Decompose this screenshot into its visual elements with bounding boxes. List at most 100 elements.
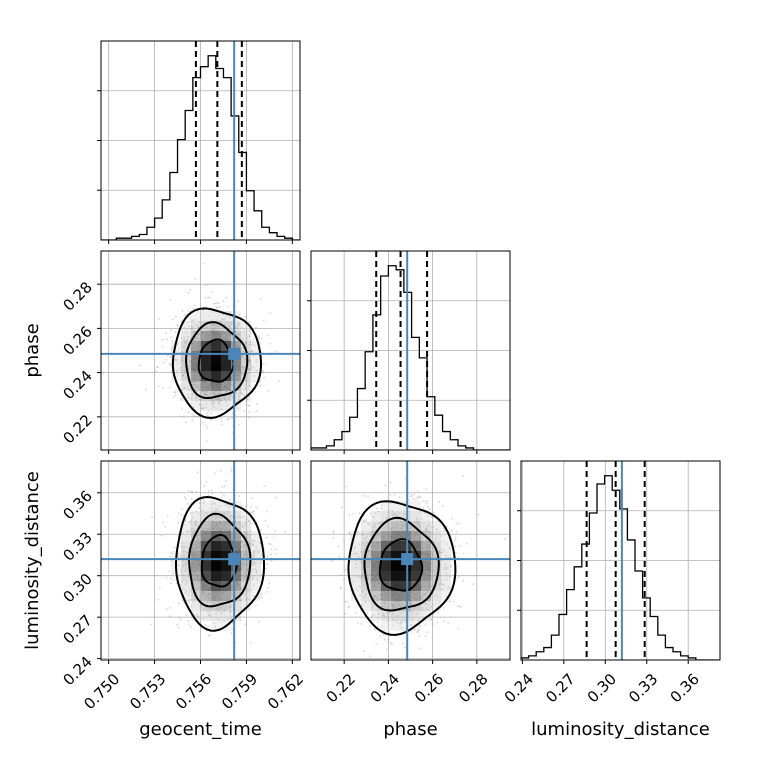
sample-point <box>252 551 255 554</box>
density-cell <box>211 361 221 371</box>
sample-point <box>397 622 400 625</box>
sample-point <box>238 495 241 497</box>
sample-point <box>430 585 433 588</box>
sample-point <box>372 525 375 527</box>
sample-point <box>347 606 350 609</box>
density-cell <box>241 331 251 341</box>
density-cell <box>351 591 361 601</box>
sample-point <box>187 569 190 572</box>
density-cell <box>201 571 211 581</box>
sample-point <box>183 554 186 557</box>
sample-point <box>176 324 179 327</box>
sample-point <box>428 524 430 526</box>
sample-point <box>177 512 180 514</box>
sample-point <box>161 521 164 524</box>
sample-point <box>252 543 254 546</box>
sample-point <box>435 546 438 548</box>
sample-point <box>199 593 202 596</box>
density-cell <box>381 561 391 571</box>
sample-point <box>198 591 201 594</box>
sample-point <box>206 440 208 443</box>
sample-point <box>197 415 200 418</box>
sample-point <box>458 522 460 525</box>
sample-point <box>448 547 451 550</box>
density-cell <box>181 331 191 341</box>
density-cell <box>431 521 441 531</box>
sample-point <box>252 355 255 357</box>
sample-point <box>404 646 406 649</box>
sample-point <box>257 597 260 599</box>
sample-point <box>222 313 225 316</box>
sample-point <box>430 531 433 534</box>
density-cell <box>441 561 451 571</box>
sample-point <box>266 525 269 528</box>
sample-point <box>253 540 256 542</box>
sample-point <box>203 608 205 611</box>
sample-point <box>436 520 439 523</box>
density-cell <box>191 581 201 591</box>
sample-point <box>424 512 426 515</box>
sample-point <box>194 304 196 307</box>
density-cell <box>371 571 381 581</box>
sample-point <box>187 388 190 391</box>
sample-point <box>239 619 242 621</box>
sample-point <box>411 495 414 497</box>
sample-point <box>191 392 194 395</box>
sample-point <box>259 385 262 387</box>
sample-point <box>177 555 180 558</box>
sample-point <box>251 564 254 567</box>
sample-point <box>254 369 257 372</box>
sample-point <box>206 412 208 415</box>
sample-point <box>231 328 233 331</box>
sample-point <box>403 509 406 512</box>
density-cell <box>221 361 231 371</box>
sample-point <box>253 552 255 554</box>
sample-point <box>384 484 387 487</box>
density-cell <box>391 571 401 581</box>
hist-panel-geocent_time <box>97 40 301 244</box>
sample-point <box>445 572 448 575</box>
sample-point <box>445 543 448 545</box>
sample-point <box>171 345 174 348</box>
sample-point <box>388 515 390 518</box>
sample-point <box>187 325 190 328</box>
sample-point <box>177 373 179 375</box>
sample-point <box>218 401 221 404</box>
sample-point <box>201 404 203 407</box>
sample-point <box>196 613 199 615</box>
sample-point <box>376 507 378 510</box>
sample-point <box>442 540 445 543</box>
sample-point <box>257 550 260 553</box>
sample-point <box>182 374 185 376</box>
sample-point <box>359 576 361 578</box>
density-cell <box>401 541 411 551</box>
sample-point <box>225 296 227 299</box>
sample-point <box>188 599 190 602</box>
sample-point <box>225 315 228 318</box>
sample-point <box>431 548 434 550</box>
sample-point <box>252 585 255 588</box>
sample-point <box>179 555 182 557</box>
sample-point <box>255 562 257 565</box>
sample-point <box>251 497 254 500</box>
sample-point <box>253 550 256 552</box>
sample-point <box>170 348 173 351</box>
sample-point <box>209 609 211 612</box>
sample-point <box>408 507 411 510</box>
sample-point <box>369 655 372 658</box>
sample-point <box>248 384 251 387</box>
density-cell <box>371 591 381 601</box>
sample-point <box>186 321 189 324</box>
sample-point <box>195 490 198 493</box>
sample-point <box>222 300 225 303</box>
sample-point <box>181 542 183 545</box>
sample-point <box>231 412 234 415</box>
sample-point <box>189 598 191 601</box>
sample-point <box>389 494 391 496</box>
sample-point <box>199 399 202 402</box>
sample-point <box>248 343 251 346</box>
sample-point <box>377 510 380 513</box>
sample-point <box>255 570 258 572</box>
sample-point <box>206 426 209 429</box>
sample-point <box>426 608 429 611</box>
